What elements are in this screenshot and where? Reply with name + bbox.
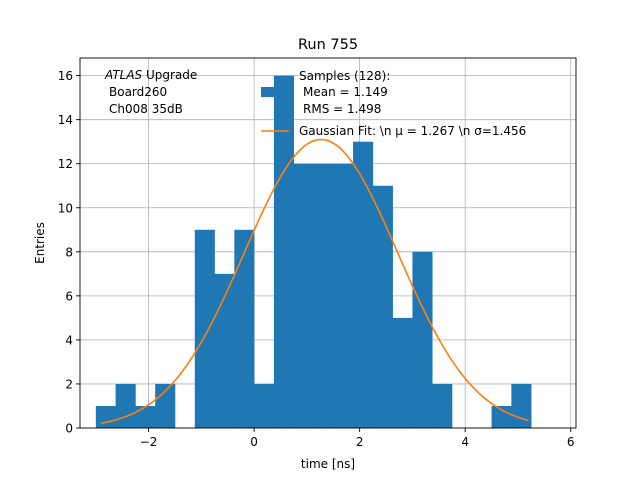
y-tick-label: 8	[65, 245, 73, 259]
y-axis-ticks: 0 2 4 6 8 10 12 14 16	[58, 69, 80, 436]
legend-hist-line-2: Mean = 1.149	[303, 85, 388, 99]
legend: Samples (128): Mean = 1.149 RMS = 1.498 …	[261, 69, 526, 138]
histogram-bar	[254, 383, 275, 428]
run-annotation: ATLAS Upgrade Board260 Ch008 35dB	[104, 68, 197, 116]
y-tick-label: 12	[58, 157, 73, 171]
histogram-bar	[234, 229, 255, 428]
histogram-bar	[333, 163, 354, 428]
histogram-bar	[95, 405, 116, 428]
histogram-bar	[412, 251, 433, 428]
histogram-bar	[135, 405, 156, 428]
histogram-bars	[95, 75, 532, 428]
x-tick-label: 4	[461, 435, 469, 449]
legend-hist-swatch	[261, 87, 289, 97]
histogram-bar	[372, 185, 393, 428]
y-tick-label: 14	[58, 113, 73, 127]
chart-title: Run 755	[298, 37, 358, 53]
x-tick-label: 0	[250, 435, 258, 449]
plot-frame	[79, 57, 577, 429]
x-axis-label: time [ns]	[301, 457, 355, 471]
histogram-bar	[194, 229, 215, 428]
histogram-bar	[293, 163, 314, 428]
y-tick-label: 10	[58, 201, 73, 215]
histogram-bar	[273, 75, 295, 428]
x-tick-label: 2	[356, 435, 364, 449]
y-axis-label: Entries	[33, 222, 47, 264]
y-tick-label: 2	[65, 377, 73, 391]
y-tick-label: 4	[65, 333, 73, 347]
y-tick-label: 16	[58, 69, 73, 83]
histogram-bar	[313, 163, 334, 428]
histogram-bar	[214, 273, 235, 428]
gaussian-fit-curve	[100, 138, 529, 424]
annotation-line-1: ATLAS Upgrade	[104, 68, 197, 82]
histogram-bar	[511, 383, 532, 428]
histogram-bar	[115, 383, 136, 428]
x-axis-ticks: −2 0 2 4 6	[140, 428, 575, 449]
histogram-bar	[432, 383, 453, 428]
histogram-bar	[491, 405, 512, 428]
histogram-bar	[392, 317, 413, 428]
x-tick-label: 6	[567, 435, 575, 449]
legend-hist-line-3: RMS = 1.498	[303, 102, 381, 116]
annotation-line-2: Board260	[109, 85, 167, 99]
legend-hist-line-1: Samples (128):	[299, 69, 390, 83]
y-tick-label: 6	[65, 289, 73, 303]
legend-fit-label: Gaussian Fit: \n μ = 1.267 \n σ=1.456	[299, 124, 526, 138]
y-tick-label: 0	[65, 422, 73, 436]
histogram-bar	[353, 141, 374, 428]
x-tick-label: −2	[140, 435, 158, 449]
annotation-line-3: Ch008 35dB	[109, 102, 183, 116]
